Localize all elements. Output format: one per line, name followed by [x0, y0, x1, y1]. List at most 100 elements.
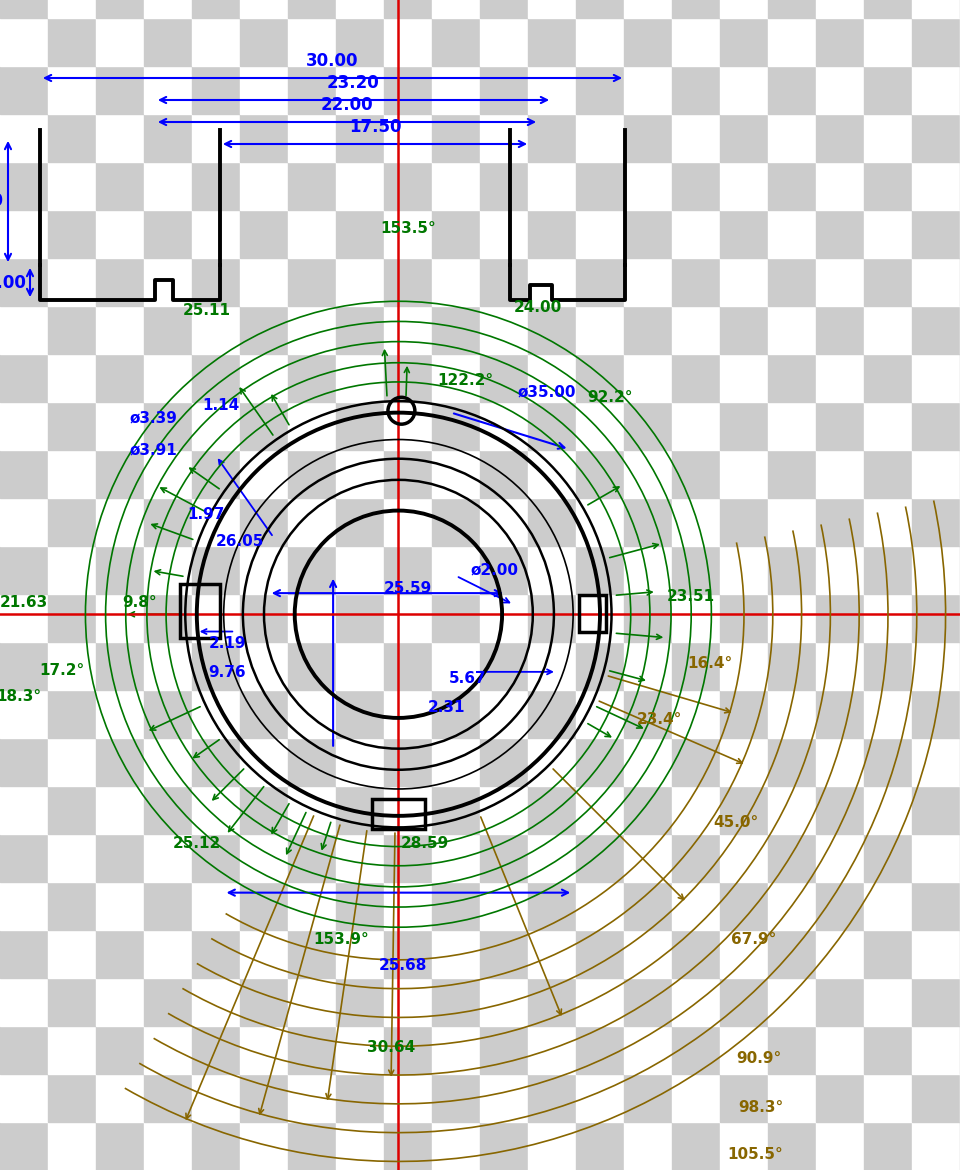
Bar [768, 1074, 816, 1122]
Bar [288, 690, 336, 738]
Bar [48, 113, 96, 161]
Bar [579, 596, 606, 632]
Bar [576, 161, 624, 209]
Bar [336, 259, 384, 307]
Bar [288, 786, 336, 834]
Bar [672, 546, 720, 594]
Text: 153.5°: 153.5° [380, 221, 436, 235]
Bar [192, 498, 240, 546]
Bar [240, 209, 288, 259]
Bar [336, 66, 384, 113]
Bar [672, 1026, 720, 1074]
Bar [288, 113, 336, 161]
Bar [240, 1122, 288, 1170]
Text: 23.20: 23.20 [327, 74, 380, 92]
Bar [720, 161, 768, 209]
Bar [0, 18, 48, 66]
Bar [240, 930, 288, 978]
Bar [144, 1074, 192, 1122]
Bar [192, 738, 240, 786]
Bar [768, 0, 816, 18]
Bar [96, 1026, 144, 1074]
Bar [192, 834, 240, 882]
Bar [672, 642, 720, 690]
Bar [864, 307, 912, 355]
Bar [768, 1026, 816, 1074]
Bar [384, 18, 432, 66]
Bar [480, 690, 528, 738]
Text: 21.63: 21.63 [0, 596, 48, 610]
Bar [192, 930, 240, 978]
Bar [576, 307, 624, 355]
Bar [816, 66, 864, 113]
Bar [48, 978, 96, 1026]
Bar [768, 113, 816, 161]
Bar [96, 1074, 144, 1122]
Bar [96, 113, 144, 161]
Bar [912, 209, 960, 259]
Bar [528, 786, 576, 834]
Bar [528, 355, 576, 402]
Bar [240, 498, 288, 546]
Bar [0, 738, 48, 786]
Bar [576, 738, 624, 786]
Bar [672, 113, 720, 161]
Text: 23.4°: 23.4° [636, 713, 683, 727]
Bar [480, 594, 528, 642]
Bar [672, 1122, 720, 1170]
Bar [240, 307, 288, 355]
Bar [816, 642, 864, 690]
Bar [720, 259, 768, 307]
Bar [0, 690, 48, 738]
Text: 2.31: 2.31 [427, 701, 466, 715]
Bar [144, 834, 192, 882]
Bar [912, 642, 960, 690]
Bar [672, 738, 720, 786]
Bar [624, 450, 672, 498]
Bar [912, 18, 960, 66]
Bar [432, 259, 480, 307]
Bar [480, 18, 528, 66]
Bar [624, 113, 672, 161]
Bar [48, 738, 96, 786]
Bar [672, 1074, 720, 1122]
Bar [768, 882, 816, 930]
Bar [624, 834, 672, 882]
Bar [768, 930, 816, 978]
Bar [192, 1122, 240, 1170]
Bar [192, 786, 240, 834]
Bar [816, 161, 864, 209]
Bar [528, 834, 576, 882]
Bar [288, 978, 336, 1026]
Bar [480, 66, 528, 113]
Bar [528, 1122, 576, 1170]
Text: 25.11: 25.11 [182, 303, 230, 317]
Bar [336, 1026, 384, 1074]
Bar [144, 209, 192, 259]
Bar [432, 882, 480, 930]
Bar [720, 1026, 768, 1074]
Bar [240, 738, 288, 786]
Bar [528, 161, 576, 209]
Bar [144, 690, 192, 738]
Bar [192, 259, 240, 307]
Text: 23.51: 23.51 [667, 590, 715, 604]
Text: 25.59: 25.59 [384, 581, 432, 596]
Bar [240, 882, 288, 930]
Bar [96, 930, 144, 978]
Bar [96, 402, 144, 450]
Bar [864, 450, 912, 498]
Bar [0, 834, 48, 882]
Bar [768, 209, 816, 259]
Bar [672, 978, 720, 1026]
Bar [768, 161, 816, 209]
Bar [336, 642, 384, 690]
Bar [432, 66, 480, 113]
Bar [0, 978, 48, 1026]
Bar [720, 402, 768, 450]
Bar [672, 259, 720, 307]
Bar [432, 690, 480, 738]
Bar [336, 978, 384, 1026]
Bar [0, 113, 48, 161]
Bar [672, 594, 720, 642]
